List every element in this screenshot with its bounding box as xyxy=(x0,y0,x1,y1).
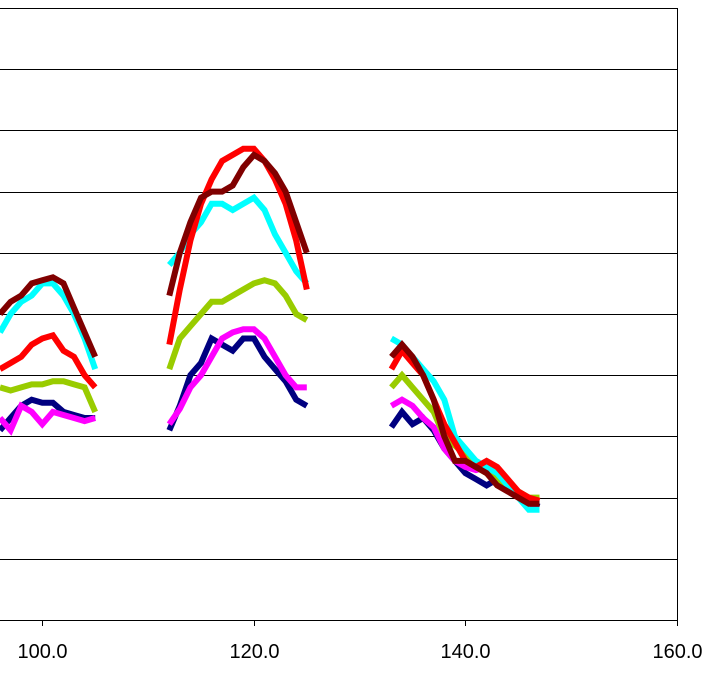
series-3-line-segment xyxy=(0,378,98,414)
series-5-line-segment xyxy=(0,331,98,390)
series-6-line-segment xyxy=(0,274,98,358)
series-5-line-segment xyxy=(166,145,310,346)
series-3-line-segment xyxy=(166,277,309,371)
series-6-line-segment xyxy=(166,151,310,297)
x-tick-label: 140.0 xyxy=(440,641,490,663)
series-2-line-segment xyxy=(166,326,307,426)
x-axis-ticks: 100.0 120.0 140.0 160.0 xyxy=(17,620,703,663)
x-tick-label: 120.0 xyxy=(229,641,279,663)
series-6 xyxy=(0,151,540,507)
series-6-line-segment xyxy=(389,340,540,507)
series-1-line-segment xyxy=(166,334,309,432)
axes xyxy=(0,8,678,621)
gridlines xyxy=(0,8,677,560)
x-tick-label: 100.0 xyxy=(17,641,67,663)
x-tick-label: 160.0 xyxy=(652,641,702,663)
series-2-line-segment xyxy=(0,401,97,436)
series-group xyxy=(0,145,541,513)
